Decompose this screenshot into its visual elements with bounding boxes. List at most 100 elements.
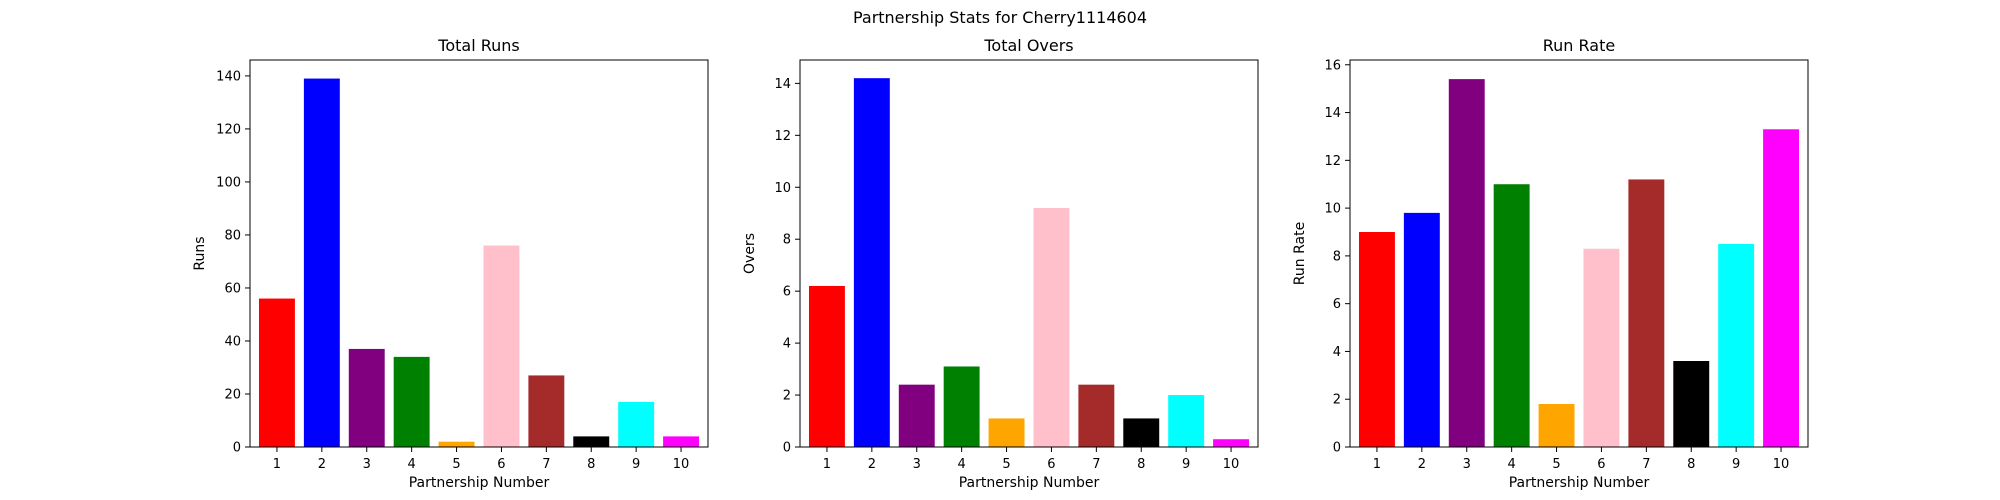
y-tick-label: 14 — [1324, 106, 1341, 121]
bar-4 — [943, 366, 980, 447]
bar-5 — [1538, 404, 1575, 447]
bar-3 — [1448, 79, 1485, 447]
bar-7 — [1628, 179, 1665, 447]
x-tick-label: 1 — [273, 457, 281, 472]
x-tick-label: 5 — [452, 457, 460, 472]
y-axis-label: Runs — [192, 236, 208, 270]
y-tick-label: 6 — [783, 285, 791, 300]
x-axis-label: Partnership Number — [959, 475, 1100, 491]
bar-6 — [483, 245, 520, 447]
y-tick-label: 12 — [774, 129, 791, 144]
bar-8 — [1673, 361, 1710, 447]
y-tick-label: 8 — [1333, 249, 1341, 264]
figure-suptitle: Partnership Stats for Cherry1114604 — [852, 8, 1148, 27]
x-tick-label: 9 — [1732, 457, 1740, 472]
y-tick-label: 12 — [1324, 154, 1341, 169]
y-tick-label: 120 — [216, 122, 241, 137]
y-tick-label: 140 — [216, 69, 241, 84]
bar-9 — [1718, 243, 1755, 447]
x-tick-label: 6 — [497, 457, 505, 472]
chart-title: Total Runs — [437, 36, 519, 55]
axes-frame — [799, 59, 1259, 448]
bar-6 — [1033, 208, 1070, 447]
bar-1 — [1358, 232, 1395, 447]
chart-title: Run Rate — [1543, 36, 1615, 55]
axes-frame — [249, 59, 709, 448]
x-axis-label: Partnership Number — [1509, 475, 1650, 491]
bar-7 — [1078, 384, 1115, 447]
bar-8 — [1123, 418, 1160, 447]
y-tick-label: 100 — [216, 175, 241, 190]
bar-4 — [1493, 184, 1530, 447]
axes-frame — [1349, 59, 1809, 448]
bar-10 — [1763, 129, 1800, 447]
y-tick-label: 2 — [783, 389, 791, 404]
y-tick-label: 16 — [1324, 58, 1341, 73]
y-axis-label: Run Rate — [1292, 222, 1308, 285]
x-tick-label: 4 — [1508, 457, 1516, 472]
x-tick-label: 3 — [363, 457, 371, 472]
bar-9 — [1168, 395, 1205, 447]
y-tick-label: 0 — [1333, 441, 1341, 456]
y-tick-label: 20 — [224, 387, 241, 402]
bar-7 — [528, 375, 565, 447]
x-tick-label: 1 — [823, 457, 831, 472]
x-tick-label: 10 — [673, 457, 690, 472]
x-tick-label: 10 — [1773, 457, 1790, 472]
bar-9 — [618, 401, 655, 447]
bar-1 — [258, 298, 295, 447]
x-tick-label: 1 — [1373, 457, 1381, 472]
x-tick-label: 8 — [1687, 457, 1695, 472]
y-tick-label: 4 — [1333, 345, 1341, 360]
y-tick-label: 80 — [224, 228, 241, 243]
bar-5 — [988, 418, 1025, 447]
x-tick-label: 9 — [1182, 457, 1190, 472]
y-tick-label: 14 — [774, 77, 791, 92]
chart-title: Total Overs — [983, 36, 1073, 55]
bar-2 — [1403, 212, 1440, 447]
bar-10 — [1213, 439, 1250, 447]
bar-6 — [1583, 248, 1620, 447]
x-tick-label: 10 — [1223, 457, 1240, 472]
x-tick-label: 3 — [913, 457, 921, 472]
x-tick-label: 2 — [318, 457, 326, 472]
bar-1 — [808, 285, 845, 447]
x-tick-label: 6 — [1047, 457, 1055, 472]
bar-8 — [573, 436, 610, 447]
x-tick-label: 7 — [542, 457, 550, 472]
bar-10 — [663, 436, 700, 447]
x-tick-label: 7 — [1642, 457, 1650, 472]
y-tick-label: 10 — [774, 181, 791, 196]
y-tick-label: 0 — [783, 441, 791, 456]
y-axis-label: Overs — [742, 233, 758, 274]
x-axis-label: Partnership Number — [409, 475, 550, 491]
x-tick-label: 9 — [632, 457, 640, 472]
bar-4 — [393, 356, 430, 447]
bar-3 — [348, 348, 385, 447]
y-tick-label: 0 — [233, 441, 241, 456]
x-tick-label: 2 — [1418, 457, 1426, 472]
chart-panel-1: 0 20 40 60 80 100 120 140 1 2 3 4 5 6 7 8 9 10 Total Runs P… — [192, 36, 709, 491]
bar-2 — [303, 78, 340, 447]
x-tick-label: 4 — [408, 457, 416, 472]
x-tick-label: 8 — [1137, 457, 1145, 472]
x-tick-label: 8 — [587, 457, 595, 472]
bar-3 — [898, 384, 935, 447]
x-tick-label: 7 — [1092, 457, 1100, 472]
x-tick-label: 4 — [958, 457, 966, 472]
x-tick-label: 6 — [1597, 457, 1605, 472]
x-tick-label: 2 — [868, 457, 876, 472]
x-tick-label: 5 — [1002, 457, 1010, 472]
x-tick-label: 5 — [1552, 457, 1560, 472]
y-tick-label: 4 — [783, 337, 791, 352]
y-tick-label: 8 — [783, 233, 791, 248]
x-tick-label: 3 — [1463, 457, 1471, 472]
y-tick-label: 10 — [1324, 202, 1341, 217]
bar-2 — [853, 78, 890, 447]
y-tick-label: 40 — [224, 334, 241, 349]
y-tick-label: 60 — [224, 281, 241, 296]
